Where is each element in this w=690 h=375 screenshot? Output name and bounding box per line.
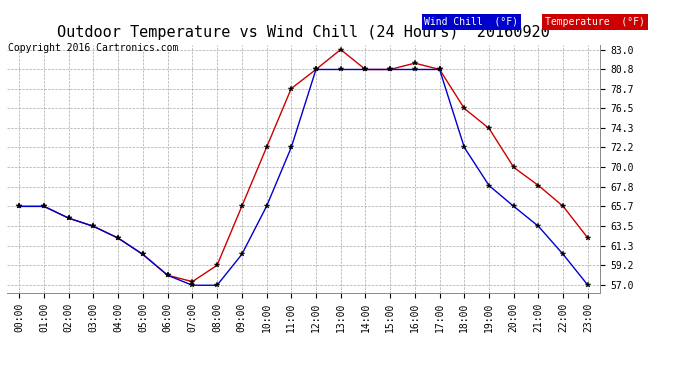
Title: Outdoor Temperature vs Wind Chill (24 Hours)  20160920: Outdoor Temperature vs Wind Chill (24 Ho…	[57, 25, 550, 40]
Text: Wind Chill  (°F): Wind Chill (°F)	[424, 17, 518, 27]
Text: Copyright 2016 Cartronics.com: Copyright 2016 Cartronics.com	[8, 43, 179, 53]
Text: Temperature  (°F): Temperature (°F)	[545, 17, 645, 27]
